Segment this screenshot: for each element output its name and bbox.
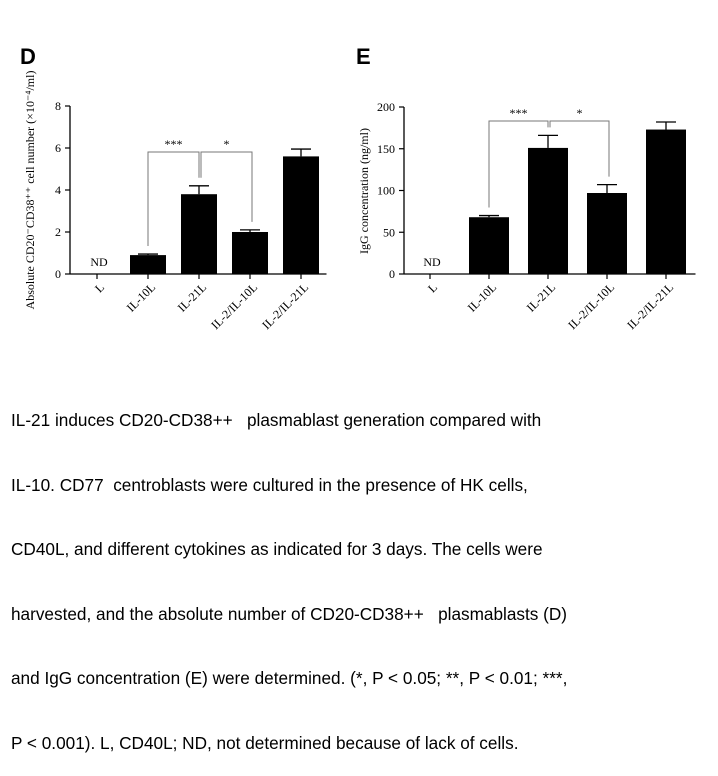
- caption-line: P < 0.001). L, CD40L; ND, not determined…: [11, 732, 519, 753]
- panel-e-y-tick-label: 200: [377, 100, 395, 114]
- panel-e-significance-bracket: [549, 120, 610, 177]
- panel-e-significance-label: *: [577, 106, 583, 120]
- panel-e-x-tick-label: IL-2/IL-10L: [565, 280, 617, 332]
- panel-d-significance-bracket: [147, 151, 200, 247]
- panel-e-bar: [469, 217, 509, 274]
- panel-d-bar: [232, 232, 268, 274]
- panel-e-bar: [646, 129, 686, 274]
- panel-e-y-axis-label: IgG concentration (ng/ml): [357, 128, 371, 254]
- panel-e-not-determined-label: ND: [423, 255, 441, 269]
- caption-line: and IgG concentration (E) were determine…: [11, 668, 568, 688]
- panel-e-significance-bracket: [488, 120, 549, 208]
- caption-line: harvested, and the absolute number of CD…: [11, 603, 568, 624]
- panel-e-bar: [587, 193, 627, 274]
- panel-d-bar: [181, 194, 217, 274]
- panel-e-y-tick-label: 0: [389, 267, 395, 281]
- panel-e-bar: [528, 147, 568, 274]
- panel-d-y-tick-label: 0: [55, 267, 61, 281]
- panel-d-bar: [130, 255, 166, 274]
- panel-e-x-tick-label: IL-21L: [524, 280, 558, 314]
- panel-d-x-tick-label: IL-2/IL-10L: [208, 280, 260, 332]
- panel-d-bar: [283, 156, 319, 274]
- caption-line: IL-21 induces CD20-CD38++ plasmablast ge…: [11, 410, 542, 430]
- caption-line: IL-10. CD77 centroblasts were cultured i…: [11, 474, 528, 495]
- figure-caption: IL-21 induces CD20-CD38++ plasmablast ge…: [11, 367, 711, 776]
- panel-label-e: E: [356, 44, 371, 69]
- panel-d-x-tick-label: IL-21L: [175, 280, 209, 314]
- panel-d-y-tick-label: 2: [55, 225, 61, 239]
- panel-e-x-tick-label: IL-2/IL-21L: [624, 280, 676, 332]
- panel-d-significance-label: ***: [165, 137, 183, 151]
- panel-d-y-tick-label: 4: [55, 183, 61, 197]
- panel-d-not-determined-label: ND: [90, 255, 108, 269]
- bar-charts: 0 2 4 6 8 Absolute CD20⁻CD38⁺⁺ cell number (×…: [23, 71, 696, 332]
- panel-d-x-tick-label: IL-2/IL-21L: [259, 280, 311, 332]
- panel-label-d: D: [20, 44, 36, 69]
- panel-e-x-tick-label: L: [425, 280, 440, 295]
- panel-e-x-tick-label: IL-10L: [465, 280, 499, 314]
- panel-d-y-tick-label: 6: [55, 141, 61, 155]
- panel-e-y-tick-label: 100: [377, 184, 395, 198]
- panel-d-y-axis-label: Absolute CD20⁻CD38⁺⁺ cell number (×10⁻⁴/…: [23, 71, 37, 310]
- caption-line: CD40L, and different cytokines as indica…: [11, 539, 543, 559]
- panel-d-y-tick-label: 8: [55, 99, 61, 113]
- panel-e-y-tick-label: 50: [383, 225, 395, 239]
- panel-d-significance-label: *: [224, 137, 230, 151]
- panel-e-significance-label: ***: [510, 106, 528, 120]
- panel-d-x-tick-label: IL-10L: [124, 280, 158, 314]
- panel-e-y-tick-label: 150: [377, 142, 395, 156]
- panel-d-x-tick-label: L: [92, 280, 107, 295]
- panel-d-significance-bracket: [200, 151, 253, 222]
